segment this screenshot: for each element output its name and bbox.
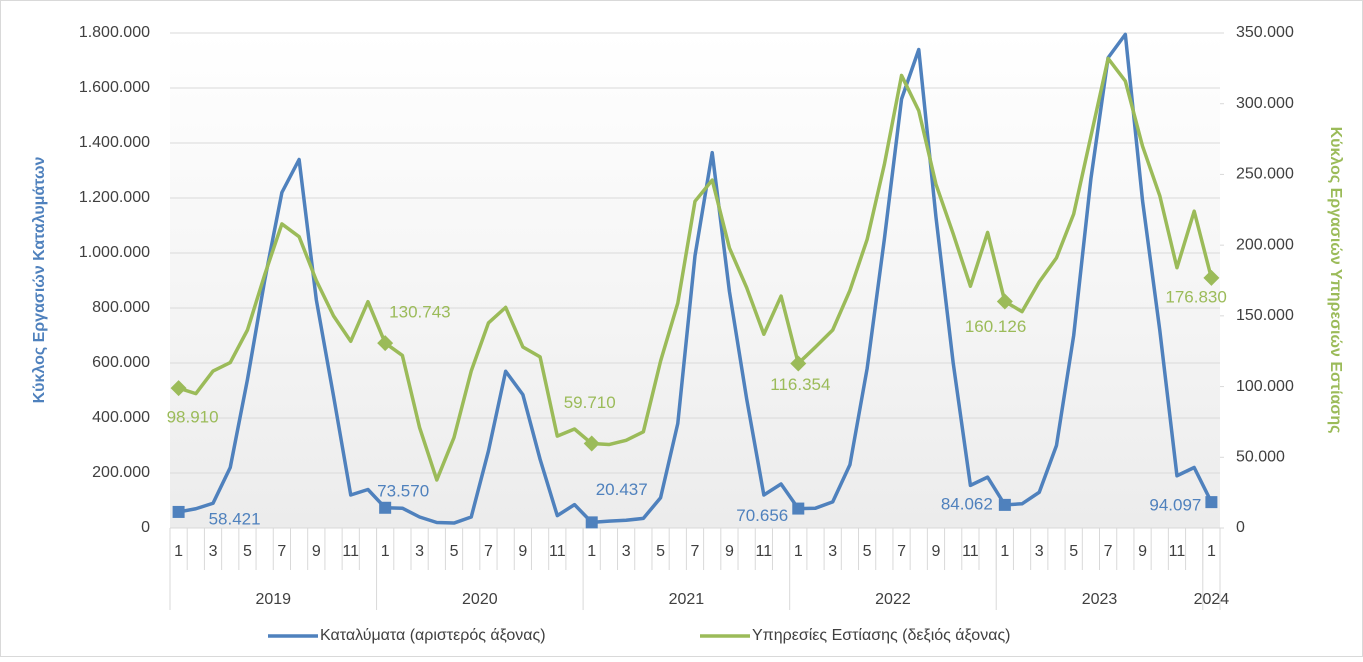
marker bbox=[379, 501, 392, 514]
data-label: 59.710 bbox=[564, 393, 616, 412]
x-tick-label: 3 bbox=[828, 543, 837, 560]
y-tick-label: 400.000 bbox=[92, 409, 150, 426]
year-label: 2021 bbox=[669, 591, 705, 608]
marker bbox=[996, 293, 1013, 310]
x-tick-label: 5 bbox=[243, 543, 252, 560]
x-tick-label: 9 bbox=[725, 543, 734, 560]
marker bbox=[585, 516, 598, 529]
y-tick-label: 200.000 bbox=[92, 464, 150, 481]
y2-tick-label: 200.000 bbox=[1236, 236, 1294, 253]
data-label: 73.570 bbox=[377, 481, 429, 500]
year-label: 2023 bbox=[1082, 591, 1118, 608]
x-tick-label: 5 bbox=[1069, 543, 1078, 560]
year-label: 2020 bbox=[462, 591, 498, 608]
x-tick-label: 3 bbox=[209, 543, 218, 560]
year-label: 2019 bbox=[255, 591, 291, 608]
y-tick-label: 600.000 bbox=[92, 354, 150, 371]
marker bbox=[170, 380, 187, 397]
data-label: 20.437 bbox=[596, 480, 648, 499]
x-tick-label: 1 bbox=[1000, 543, 1009, 560]
marker bbox=[1203, 269, 1220, 286]
series-line bbox=[178, 32, 1213, 525]
y2-tick-label: 300.000 bbox=[1236, 95, 1294, 112]
x-tick-label: 7 bbox=[277, 543, 286, 560]
y2-tick-label: 250.000 bbox=[1236, 166, 1294, 183]
marker bbox=[583, 435, 600, 452]
year-label: 2022 bbox=[875, 591, 911, 608]
x-tick-label: 1 bbox=[381, 543, 390, 560]
x-tick-label: 11 bbox=[962, 543, 979, 560]
marker bbox=[792, 502, 805, 515]
x-tick-label: 9 bbox=[1138, 543, 1147, 560]
marker bbox=[377, 335, 394, 352]
x-tick-label: 3 bbox=[1035, 543, 1044, 560]
y2-tick-label: 350.000 bbox=[1236, 24, 1294, 41]
x-tick-label: 9 bbox=[932, 543, 941, 560]
data-label: 94.097 bbox=[1149, 496, 1201, 515]
marker bbox=[1205, 496, 1218, 509]
x-tick-label: 5 bbox=[656, 543, 665, 560]
x-tick-label: 1 bbox=[174, 543, 183, 560]
series-line bbox=[178, 56, 1214, 482]
x-tick-label: 11 bbox=[342, 543, 359, 560]
y-tick-label: 1.400.000 bbox=[79, 134, 150, 151]
marker bbox=[172, 505, 185, 518]
y2-tick-label: 150.000 bbox=[1236, 307, 1294, 324]
x-tick-label: 11 bbox=[1169, 543, 1186, 560]
x-tick-label: 1 bbox=[587, 543, 596, 560]
marker bbox=[998, 498, 1011, 511]
data-label: 176.830 bbox=[1165, 287, 1226, 306]
plot-area bbox=[170, 33, 1220, 528]
x-tick-label: 3 bbox=[622, 543, 631, 560]
x-tick-label: 7 bbox=[897, 543, 906, 560]
data-label: 116.354 bbox=[770, 375, 830, 394]
x-tick-label: 7 bbox=[691, 543, 700, 560]
x-tick-label: 11 bbox=[756, 543, 773, 560]
data-label: 130.743 bbox=[389, 303, 450, 322]
x-tick-label: 5 bbox=[450, 543, 459, 560]
y-tick-label: 1.800.000 bbox=[79, 24, 150, 41]
x-tick-label: 7 bbox=[484, 543, 493, 560]
x-tick-label: 9 bbox=[518, 543, 527, 560]
x-tick-label: 7 bbox=[1104, 543, 1113, 560]
x-tick-label: 11 bbox=[549, 543, 566, 560]
y-axis-title: Κύκλος Εργασιών Καταλυμάτων bbox=[31, 156, 48, 403]
y2-axis-title: Κύκλος Εργασιών Υπηρεσιών Εστίασης bbox=[1327, 127, 1344, 434]
y2-tick-label: 0 bbox=[1236, 519, 1245, 536]
y-tick-label: 0 bbox=[141, 519, 150, 536]
y-tick-label: 800.000 bbox=[92, 299, 150, 316]
x-tick-label: 5 bbox=[863, 543, 872, 560]
y-tick-label: 1.600.000 bbox=[79, 79, 150, 96]
data-label: 58.421 bbox=[209, 509, 261, 528]
y-tick-label: 1.200.000 bbox=[79, 189, 150, 206]
data-label: 84.062 bbox=[941, 494, 993, 513]
data-label: 160.126 bbox=[965, 317, 1026, 336]
marker bbox=[790, 355, 807, 372]
y2-tick-label: 100.000 bbox=[1236, 378, 1294, 395]
year-label: 2024 bbox=[1194, 591, 1230, 608]
y-tick-label: 1.000.000 bbox=[79, 244, 150, 261]
y2-tick-label: 50.000 bbox=[1236, 449, 1285, 466]
data-label: 98.910 bbox=[167, 408, 219, 427]
legend-label: Υπηρεσίες Εστίασης (δεξιός άξονας) bbox=[752, 627, 1010, 644]
x-tick-label: 1 bbox=[1207, 543, 1216, 560]
data-label: 70.656 bbox=[736, 506, 788, 525]
x-tick-label: 1 bbox=[794, 543, 803, 560]
x-tick-label: 9 bbox=[312, 543, 321, 560]
legend-label: Καταλύματα (αριστερός άξονας) bbox=[320, 627, 546, 644]
x-tick-label: 3 bbox=[415, 543, 424, 560]
